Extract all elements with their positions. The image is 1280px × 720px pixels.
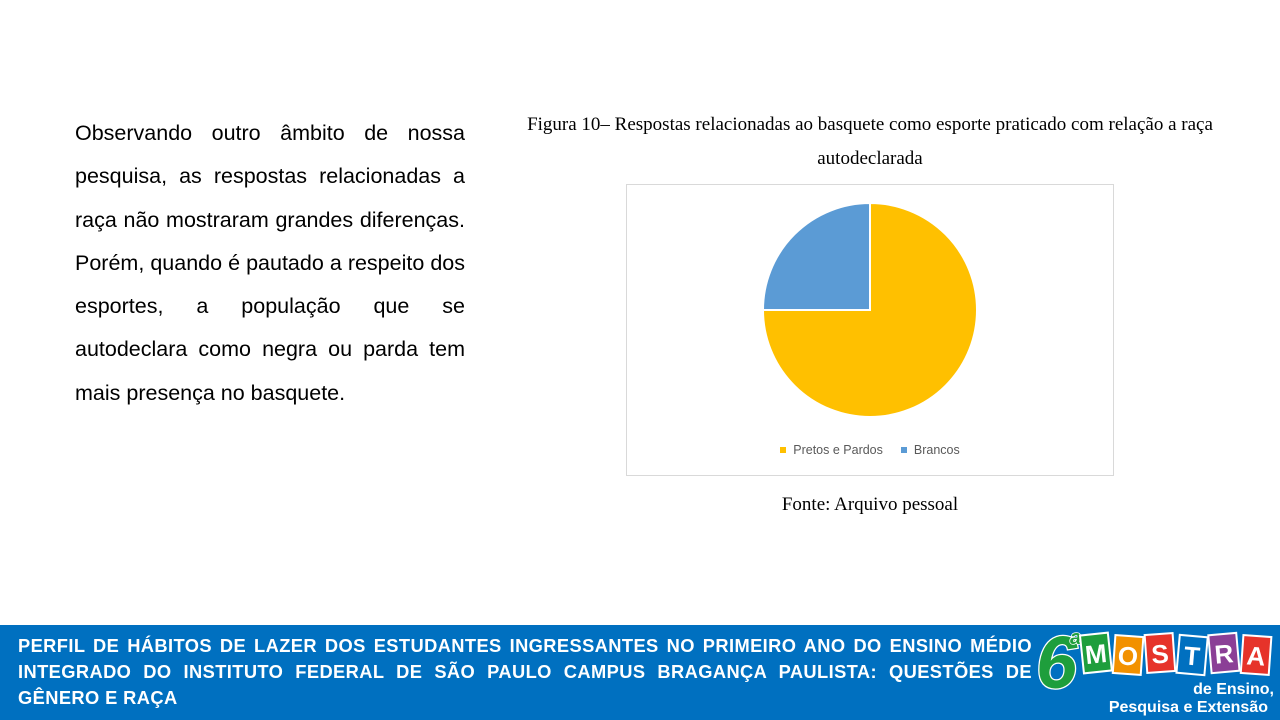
figure-source: Fonte: Arquivo pessoal — [781, 494, 959, 515]
logo-letter-tile: T — [1175, 633, 1209, 677]
legend-item: Brancos — [900, 443, 960, 457]
logo-letter-tile: S — [1143, 632, 1177, 675]
logo-letter: O — [1117, 640, 1139, 671]
logo-letter: S — [1150, 638, 1169, 669]
logo-letter-tile: A — [1239, 634, 1273, 677]
pie-chart-plot — [761, 201, 978, 418]
logo-letter: M — [1084, 638, 1109, 670]
logo-number: 6 — [1036, 621, 1078, 704]
logo-subtitle-line1: de Ensino, — [1193, 681, 1274, 698]
legend-label: Brancos — [913, 443, 960, 457]
pie-slice — [761, 201, 871, 311]
legend-swatch — [780, 447, 787, 453]
pie-chart: Pretos e Pardos Brancos — [626, 184, 1114, 476]
logo-ordinal: a — [1070, 627, 1081, 649]
figure-caption: Figura 10– Respostas relacionadas ao bas… — [490, 108, 1250, 176]
logo-subtitle-line2: Pesquisa e Extensão — [1109, 699, 1268, 716]
legend-label: Pretos e Pardos — [793, 443, 883, 457]
figure-caption-line1: Figura 10– Respostas relacionadas ao bas… — [527, 114, 1213, 135]
chart-legend: Pretos e Pardos Brancos — [627, 443, 1113, 457]
body-text: Observando outro âmbito de nossa pesquis… — [75, 121, 465, 405]
pie-slice — [761, 201, 978, 418]
logo-letter: A — [1246, 640, 1267, 671]
logo-letter: T — [1183, 640, 1202, 671]
logo-letter-tile: O — [1111, 634, 1145, 677]
legend-swatch — [900, 447, 907, 453]
logo-letter: R — [1213, 638, 1235, 670]
legend-item: Pretos e Pardos — [780, 443, 883, 457]
footer-bar — [0, 625, 1280, 720]
logo-letter-tile: R — [1207, 631, 1241, 675]
figure-caption-line2: autodeclarada — [817, 148, 923, 169]
footer-title: PERFIL DE HÁBITOS DE LAZER DOS ESTUDANTE… — [18, 635, 1032, 708]
logo-letter-tile: M — [1078, 631, 1113, 675]
